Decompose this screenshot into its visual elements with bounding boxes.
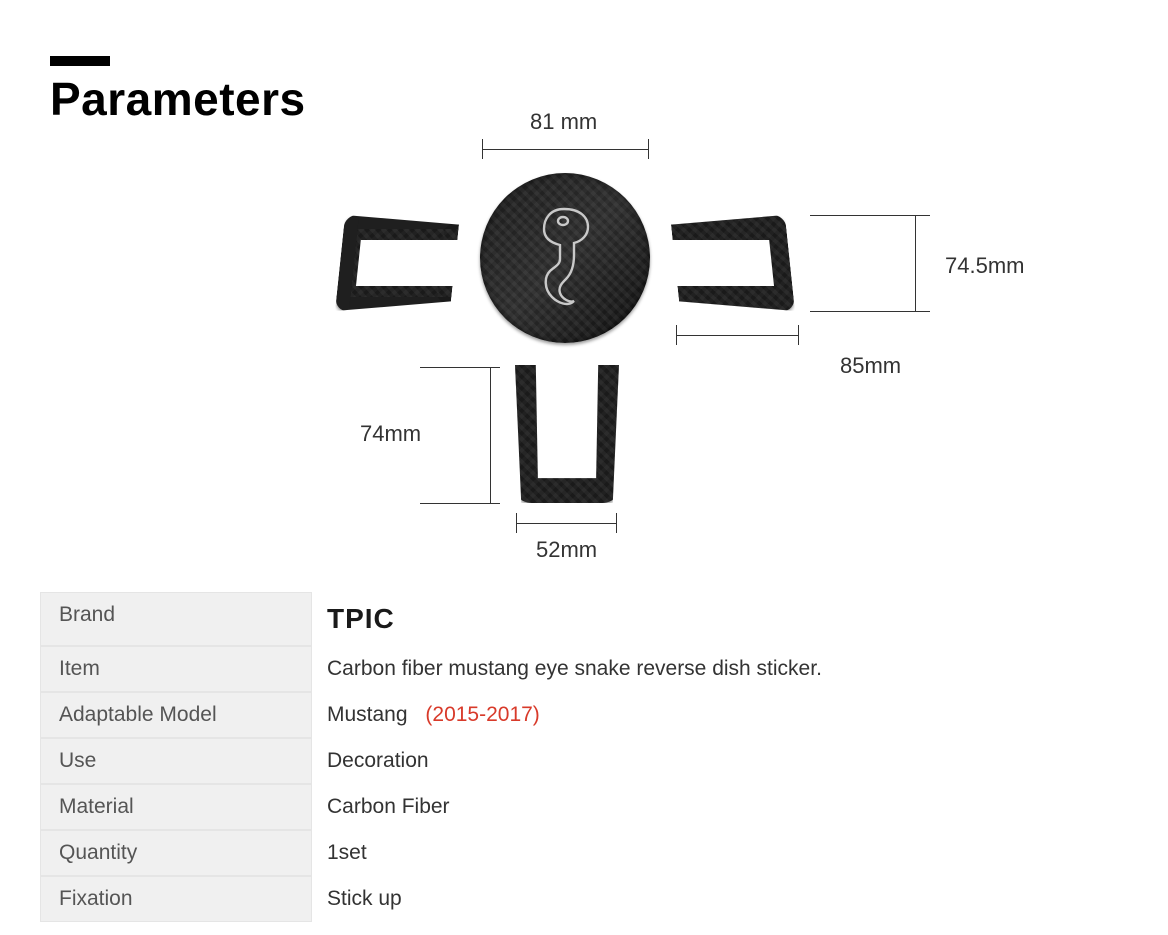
center-emblem-disc xyxy=(480,173,650,343)
dim-line xyxy=(482,149,648,150)
dim-right-width-label: 85mm xyxy=(840,353,901,379)
dim-line xyxy=(676,335,798,336)
heading-accent-bar xyxy=(50,56,110,66)
spec-label-item: Item xyxy=(40,646,312,692)
spec-table: Brand TPIC Item Carbon fiber mustang eye… xyxy=(40,592,952,922)
spec-label-quantity: Quantity xyxy=(40,830,312,876)
spec-value-use: Decoration xyxy=(312,738,952,784)
bottom-trim-piece xyxy=(515,365,619,503)
dim-tick xyxy=(798,325,799,345)
brand-logo-text: TPIC xyxy=(327,603,395,634)
dim-line xyxy=(420,367,500,368)
dim-top-width-label: 81 mm xyxy=(530,109,597,135)
spec-value-fixation: Stick up xyxy=(312,876,952,922)
dim-line xyxy=(490,367,491,503)
dim-line xyxy=(516,523,616,524)
left-trim-piece xyxy=(335,215,460,311)
cobra-icon xyxy=(530,203,600,313)
dim-right-height-label: 74.5mm xyxy=(945,253,1024,279)
spec-label-fixation: Fixation xyxy=(40,876,312,922)
spec-value-brand: TPIC xyxy=(312,592,952,646)
spec-value-model: Mustang (2015-2017) xyxy=(312,692,952,738)
spec-label-material: Material xyxy=(40,784,312,830)
product-diagram: 81 mm 74.5mm 85mm 74mm 52mm xyxy=(330,115,950,570)
spec-label-model: Adaptable Model xyxy=(40,692,312,738)
spec-value-item: Carbon fiber mustang eye snake reverse d… xyxy=(312,646,952,692)
spec-value-quantity: 1set xyxy=(312,830,952,876)
model-name: Mustang xyxy=(327,703,408,726)
dim-line xyxy=(915,215,916,311)
dim-line xyxy=(810,215,930,216)
right-trim-piece xyxy=(670,215,795,311)
dim-tick xyxy=(616,513,617,533)
dim-line xyxy=(810,311,930,312)
dim-line xyxy=(420,503,500,504)
spec-label-brand: Brand xyxy=(40,592,312,646)
model-years: (2015-2017) xyxy=(425,703,539,726)
page-title: Parameters xyxy=(50,72,306,126)
dim-bottom-width-label: 52mm xyxy=(536,537,597,563)
spec-value-material: Carbon Fiber xyxy=(312,784,952,830)
heading-block: Parameters xyxy=(50,56,306,126)
dim-bottom-height-label: 74mm xyxy=(360,421,421,447)
spec-label-use: Use xyxy=(40,738,312,784)
dim-tick xyxy=(648,139,649,159)
